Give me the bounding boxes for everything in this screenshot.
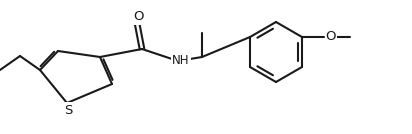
Text: S: S <box>64 103 72 116</box>
Text: NH: NH <box>172 55 190 68</box>
Text: O: O <box>326 31 336 44</box>
Text: O: O <box>134 10 144 23</box>
